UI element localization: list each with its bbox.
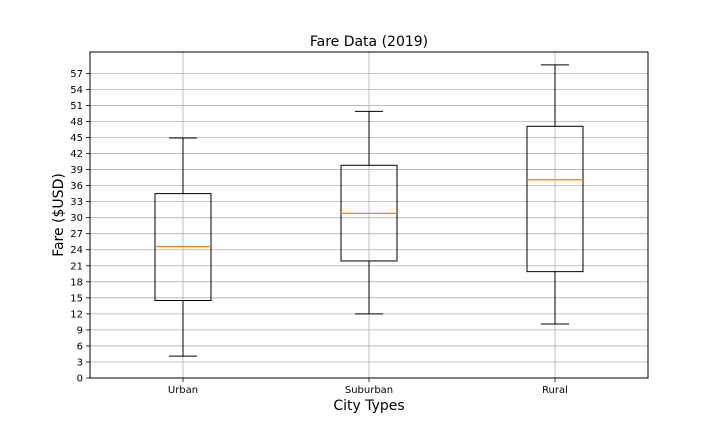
y-tick-label: 9: [77, 325, 83, 336]
box-rural: [526, 64, 584, 325]
y-tick-label: 3: [77, 357, 83, 368]
y-tick-label: 21: [70, 261, 83, 272]
y-tick-label: 30: [70, 213, 83, 224]
y-tick-label: 12: [70, 309, 83, 320]
y-tick-label: 51: [70, 101, 83, 112]
y-tick-label: 54: [70, 85, 83, 96]
chart-title: Fare Data (2019): [310, 34, 428, 50]
boxes: [154, 64, 584, 357]
y-tick-label: 27: [70, 229, 83, 240]
y-tick-label: 15: [70, 293, 83, 304]
y-tick-label: 42: [70, 149, 83, 160]
y-tick-label: 48: [70, 117, 83, 128]
y-tick-label: 33: [70, 197, 83, 208]
y-tick-label: 18: [70, 277, 83, 288]
box-suburban: [340, 110, 398, 315]
y-tick-label: 36: [70, 181, 83, 192]
y-tick-label: 24: [70, 245, 83, 256]
x-tick-label: Suburban: [345, 385, 393, 396]
y-tick-label: 39: [70, 165, 83, 176]
y-tick-label: 45: [70, 133, 83, 144]
x-ticks: Urban Suburban Rural: [168, 378, 568, 396]
iqr-box: [526, 125, 584, 273]
x-tick-label: Urban: [168, 385, 198, 396]
grid-lines: [90, 52, 648, 379]
y-tick-label: 6: [77, 341, 83, 352]
x-axis-label: City Types: [333, 398, 404, 414]
x-tick-label: Rural: [542, 385, 568, 396]
y-axis-label: Fare ($USD): [51, 173, 67, 257]
y-tick-label: 0: [77, 374, 83, 385]
box-urban: [154, 137, 212, 357]
y-tick-label: 57: [70, 69, 83, 80]
